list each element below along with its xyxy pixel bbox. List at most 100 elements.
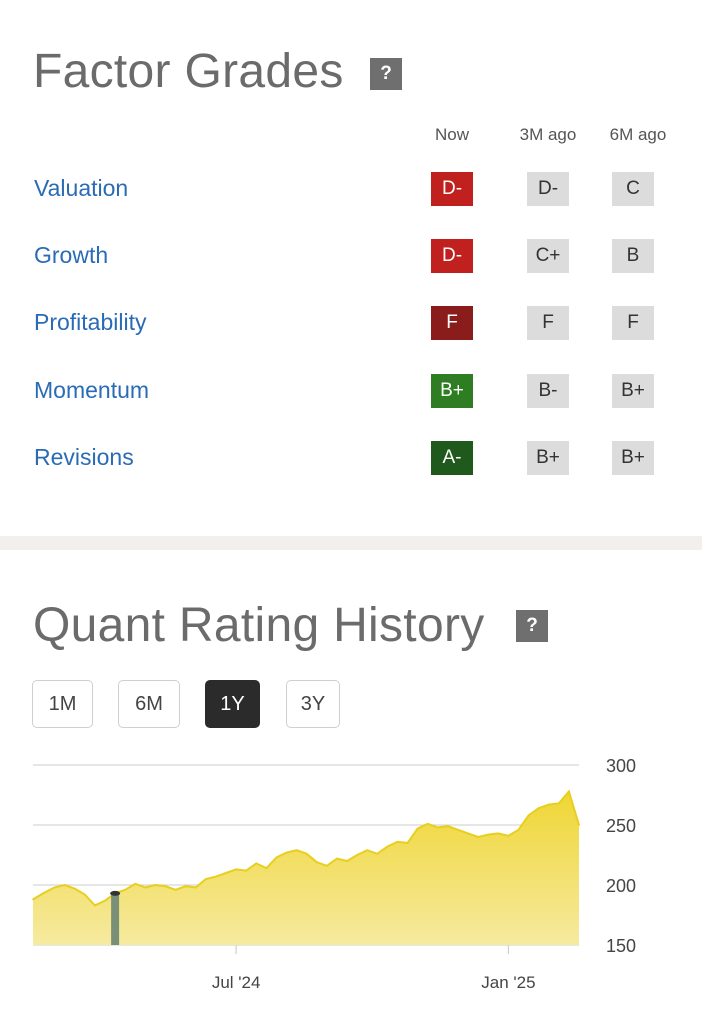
grade-badge-valuation-now: D- [431, 172, 473, 206]
grade-badge-profitability-6m: F [612, 306, 654, 340]
grade-badge-revisions-now: A- [431, 441, 473, 475]
data-point [366, 849, 369, 851]
data-point [184, 885, 187, 887]
quant-rating-history-chart: 300 250 200 150 Jul '24 Jan '25 [32, 756, 636, 992]
data-point [477, 836, 479, 838]
data-point [547, 803, 550, 806]
grade-badge-growth-3m: C+ [527, 239, 569, 273]
data-point [356, 854, 358, 856]
range-button-3y[interactable]: 3Y [286, 680, 340, 728]
data-point [63, 884, 66, 886]
data-point [376, 853, 379, 855]
section-divider [0, 536, 702, 550]
data-point [537, 807, 540, 809]
data-point [396, 841, 399, 843]
data-point [416, 827, 419, 830]
factor-grades-title: Factor Grades [33, 45, 344, 98]
x-tick-label: Jan '25 [481, 973, 535, 992]
grade-badge-revisions-3m: B+ [527, 441, 569, 475]
grade-badge-valuation-3m: D- [527, 172, 569, 206]
data-point [316, 861, 318, 863]
data-point [275, 856, 278, 859]
y-tick-label: 150 [606, 936, 636, 956]
quant-history-help-icon[interactable]: ? [516, 610, 548, 642]
data-point [134, 883, 137, 885]
selected-period-marker-cap [110, 890, 121, 896]
grade-badge-growth-now: D- [431, 239, 473, 273]
data-point [326, 865, 328, 867]
data-point [205, 878, 207, 880]
data-point [346, 860, 348, 862]
chart-area-series [32, 789, 580, 945]
y-tick-label: 200 [606, 876, 636, 896]
data-point [487, 833, 490, 836]
data-point [426, 823, 429, 825]
factor-label-momentum[interactable]: Momentum [34, 377, 150, 403]
data-point [255, 862, 258, 865]
factor-label-growth[interactable]: Growth [34, 242, 109, 268]
grade-badge-valuation-6m: C [612, 172, 654, 206]
y-axis-ticks: 300 250 200 150 [606, 756, 636, 956]
chart-marker [110, 890, 121, 945]
data-point [32, 898, 34, 901]
range-button-1m[interactable]: 1M [32, 680, 93, 728]
data-point [73, 887, 76, 890]
grade-badge-profitability-3m: F [527, 306, 569, 340]
data-point [578, 824, 580, 826]
grade-badge-momentum-now: B+ [431, 374, 473, 408]
data-point [53, 886, 56, 889]
series-area-fill [33, 791, 579, 945]
data-point [558, 802, 560, 805]
data-point [527, 814, 530, 817]
data-point [467, 832, 469, 835]
factor-label-valuation[interactable]: Valuation [34, 175, 129, 201]
data-point [84, 893, 86, 896]
data-point [497, 832, 500, 835]
data-point [245, 869, 248, 872]
data-point [457, 829, 459, 831]
data-point [154, 884, 157, 886]
data-point [265, 867, 268, 869]
data-point [437, 826, 439, 829]
data-point [235, 868, 237, 871]
range-button-6m[interactable]: 6M [118, 680, 180, 728]
data-point [144, 886, 147, 889]
quant-rating-history-title: Quant Rating History [33, 599, 485, 652]
grade-badge-profitability-now: F [431, 306, 473, 340]
data-point [124, 889, 127, 891]
data-point [42, 892, 44, 895]
data-point [386, 845, 389, 848]
data-point [285, 851, 288, 854]
factor-label-revisions[interactable]: Revisions [34, 444, 134, 470]
data-point [194, 886, 197, 889]
y-tick-label: 250 [606, 816, 636, 836]
data-point [568, 790, 570, 793]
y-tick-label: 300 [606, 756, 636, 776]
data-point [406, 842, 409, 844]
data-point [336, 857, 338, 860]
data-point [295, 849, 298, 851]
data-point [164, 885, 167, 887]
grade-badge-growth-6m: B [612, 239, 654, 273]
data-point [215, 875, 217, 878]
grade-badge-momentum-6m: B+ [612, 374, 654, 408]
data-point [517, 829, 520, 831]
x-axis-ticks: Jul '24 Jan '25 [212, 945, 536, 992]
column-header-now: Now [434, 125, 469, 144]
data-point [174, 889, 177, 891]
range-button-1y[interactable]: 1Y [205, 680, 260, 728]
data-point [94, 904, 96, 907]
factor-label-profitability[interactable]: Profitability [34, 309, 147, 335]
column-header-3m-ago: 3M ago [519, 125, 577, 144]
selected-period-marker [111, 893, 120, 945]
column-header-6m-ago: 6M ago [609, 125, 667, 144]
data-point [104, 899, 106, 902]
x-tick-label: Jul '24 [212, 973, 261, 992]
data-point [225, 872, 227, 874]
data-point [447, 825, 449, 827]
factor-grades-help-icon[interactable]: ? [370, 58, 402, 90]
grade-badge-momentum-3m: B- [527, 374, 569, 408]
grade-badge-revisions-6m: B+ [612, 441, 654, 475]
data-point [507, 835, 510, 837]
data-point [305, 853, 308, 855]
